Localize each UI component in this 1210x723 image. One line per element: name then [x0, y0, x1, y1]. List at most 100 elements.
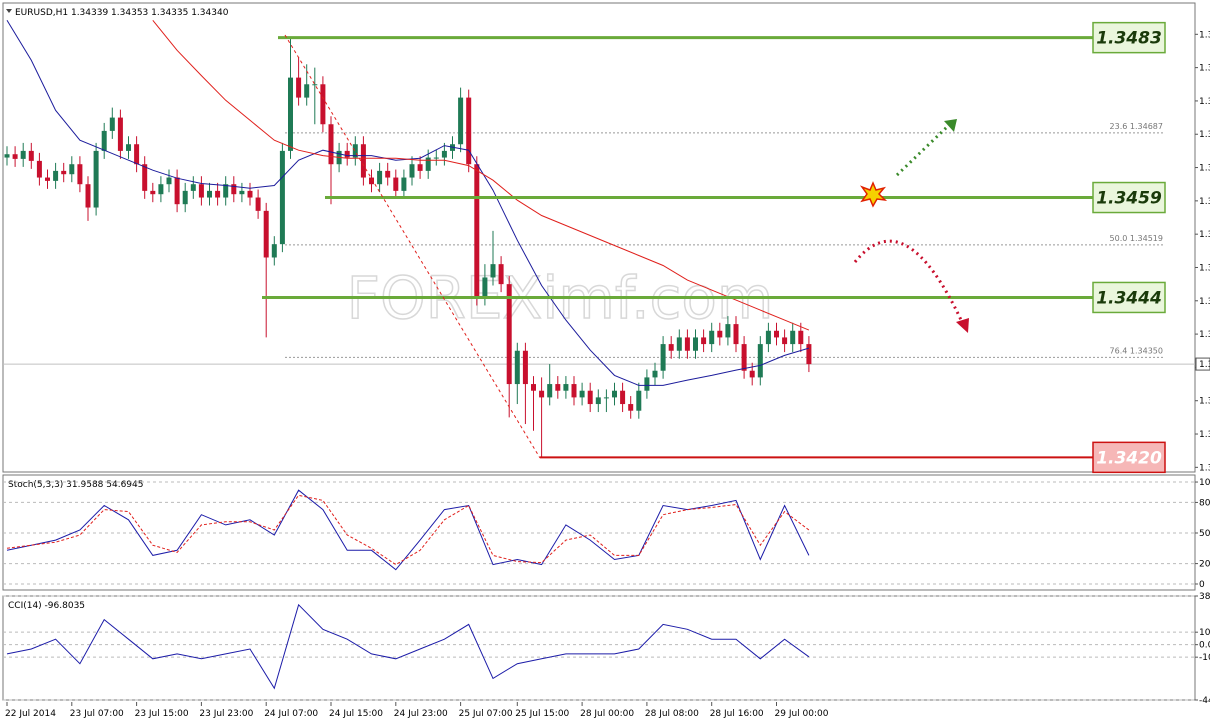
level-label: 1.3420 [1096, 448, 1162, 468]
down-arrow-head [956, 318, 969, 333]
indicator-line [6, 494, 810, 566]
level-box [1092, 441, 1166, 474]
indicator-line [6, 489, 810, 571]
candle-body [652, 370, 658, 378]
y-tick-label: 1.34435 [1199, 297, 1210, 307]
y-tick-label: -442.954 [1199, 696, 1210, 706]
y-tick-label: 0 [1199, 580, 1205, 590]
candle-body [190, 184, 196, 191]
candle-body [774, 330, 779, 338]
candle-body [85, 184, 91, 208]
y-tick-label: -100 [1199, 653, 1210, 663]
candle-body [247, 190, 253, 198]
candle-body [749, 370, 755, 378]
x-tick-label: 28 Jul 00:00 [580, 709, 634, 719]
y-tick-label: 1.34585 [1199, 197, 1210, 207]
x-tick-label: 28 Jul 16:00 [710, 709, 764, 719]
candle-body [757, 344, 763, 378]
candle-body [441, 150, 447, 158]
candle-body [474, 164, 480, 298]
candle-body [490, 264, 496, 278]
candle-body [20, 150, 26, 159]
candle-body [498, 264, 504, 285]
y-tick-label: 1.34235 [1199, 430, 1210, 440]
candle-body [28, 150, 34, 161]
level-box [1092, 281, 1166, 314]
candle-body [61, 170, 67, 175]
x-tick-label: 22 Jul 2014 [5, 709, 56, 719]
candle-body [158, 184, 164, 195]
y-tick-label: 389.675 [1199, 592, 1210, 602]
fib-label: 50.0 1.34519 [1110, 234, 1163, 243]
candle-body [377, 170, 383, 185]
candle-body [4, 154, 10, 158]
candle-body [215, 190, 221, 198]
trend-line [284, 34, 541, 459]
panel-frame [2, 474, 1196, 591]
candle-body [433, 157, 439, 159]
candle-body [563, 384, 569, 391]
last-price-label: 1.34340 [1199, 360, 1210, 370]
up-arrow-head [944, 119, 957, 132]
y-tick-label: 80 [1199, 498, 1210, 508]
candle-body [765, 330, 771, 345]
candle-body [93, 150, 99, 208]
x-tick-label: 24 Jul 23:00 [394, 709, 448, 719]
candle-body [77, 164, 83, 185]
candle-body [417, 164, 423, 171]
candle-body [134, 144, 140, 165]
candle-body [644, 377, 650, 391]
candle-body [539, 390, 545, 398]
candle-body [320, 84, 326, 125]
candle-body [150, 190, 156, 195]
x-tick-label: 24 Jul 07:00 [264, 709, 318, 719]
candle-body [166, 177, 172, 185]
y-tick-label: 1.34535 [1199, 230, 1210, 240]
y-tick-label: 1.34685 [1199, 130, 1210, 140]
y-tick-label: 0.00 [1199, 641, 1210, 651]
candle-body [741, 344, 747, 371]
candle-body [174, 177, 180, 205]
y-tick-label: 100 [1199, 628, 1210, 638]
candle-body [117, 117, 123, 151]
candle-body [798, 330, 804, 345]
candle-body [223, 184, 229, 198]
candle-body [668, 344, 674, 351]
candle-body [12, 154, 18, 159]
candle-body [263, 210, 269, 258]
candle-body [709, 330, 715, 345]
candle-body [239, 190, 245, 195]
candle-body [620, 390, 626, 405]
candle-body [555, 384, 561, 391]
y-tick-label: 50 [1199, 529, 1210, 539]
candle-body [360, 144, 366, 178]
level-label: 1.3459 [1096, 189, 1162, 209]
candle-body [393, 177, 399, 191]
x-tick-label: 29 Jul 00:00 [775, 709, 829, 719]
indicator-line [6, 603, 810, 690]
y-tick-label: 1.34485 [1199, 263, 1210, 273]
candle-body [612, 390, 617, 398]
y-tick-label: 20 [1199, 560, 1210, 570]
candle-body [53, 170, 59, 181]
candle-body [733, 324, 739, 345]
y-tick-label: 1.34385 [1199, 330, 1210, 340]
candle-body [790, 330, 796, 345]
candle-body [579, 390, 585, 398]
menu-marker [6, 9, 12, 13]
last-price-tag [1195, 357, 1210, 371]
candle-body [701, 337, 707, 345]
candle-body [531, 384, 536, 391]
candle-body [126, 144, 131, 151]
fib-price: 1.34687 [1130, 122, 1163, 131]
candle-body [207, 190, 212, 198]
x-tick-label: 23 Jul 15:00 [135, 709, 189, 719]
candle-body [571, 384, 577, 398]
x-tick-label: 23 Jul 23:00 [199, 709, 253, 719]
y-tick-label: 1.34735 [1199, 97, 1210, 107]
x-tick-label: 23 Jul 07:00 [70, 709, 124, 719]
candle-body [482, 277, 488, 298]
candle-body [369, 177, 374, 185]
